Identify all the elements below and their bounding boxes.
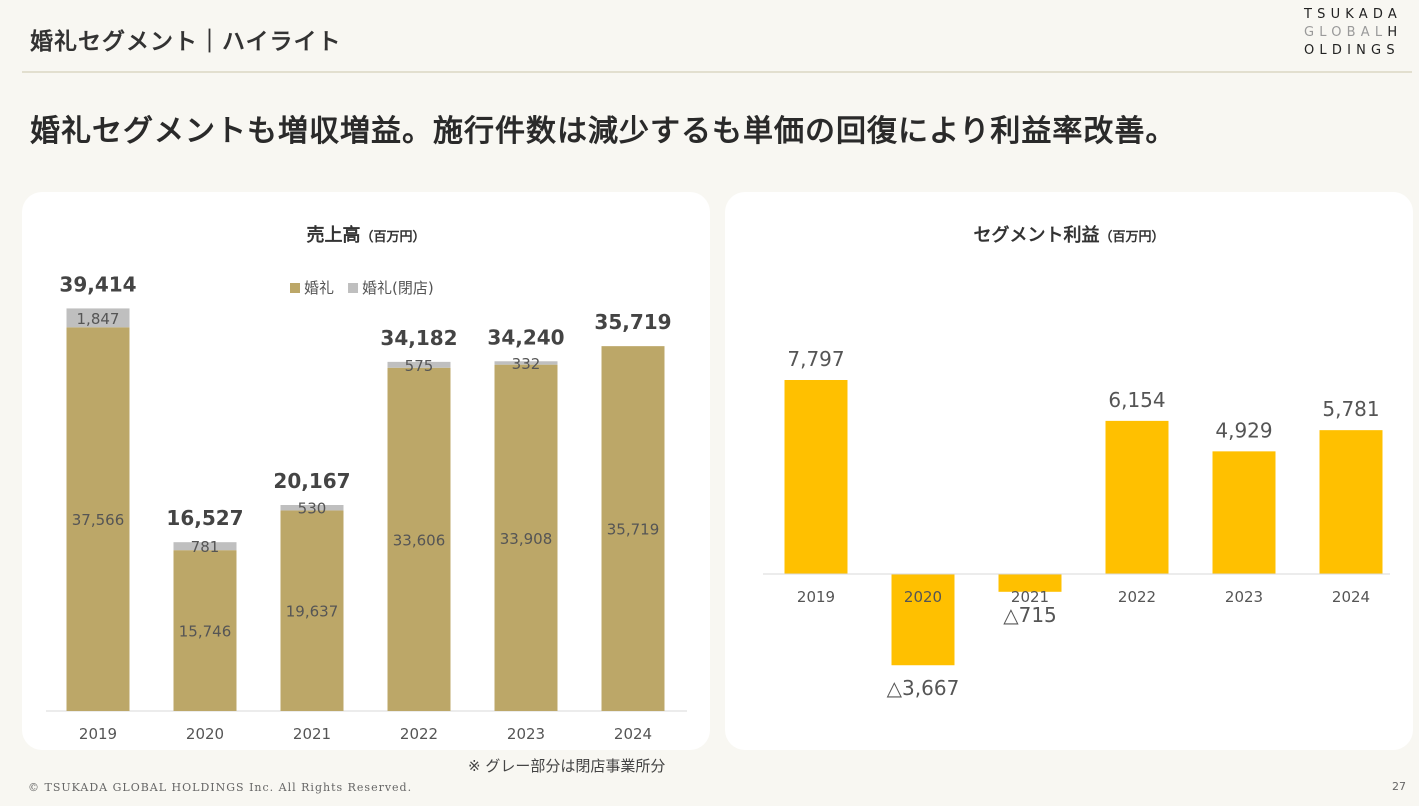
legend-swatch-0	[290, 283, 300, 293]
sales-tick-label-2021: 2021	[293, 725, 331, 743]
sales-bar-closed-2022	[387, 361, 451, 368]
profit-value-label-2023: 4,929	[1215, 418, 1272, 442]
sales-chart-title-text: 売上高	[306, 224, 360, 246]
sales-chart-title-unit: （百万円）	[360, 229, 425, 245]
profit-value-label-2020: △3,667	[887, 676, 960, 700]
profit-tick-label-2019: 2019	[797, 588, 835, 606]
sales-segment-label-0-2023: 33,908	[500, 530, 553, 548]
sales-tick-label-2019: 2019	[79, 725, 117, 743]
company-logo: TSUKADA GLOBALH OLDINGS	[1304, 6, 1402, 60]
sales-tick-label-2020: 2020	[186, 725, 224, 743]
profit-value-label-2019: 7,797	[787, 347, 844, 371]
legend-swatch-1	[348, 283, 359, 293]
sales-tick-label-2022: 2022	[400, 725, 438, 743]
profit-bar-2024	[1319, 430, 1383, 574]
sales-tick-label-2024: 2024	[614, 725, 652, 743]
sales-bar-wedding-2022	[387, 367, 451, 711]
sales-chart: 売上高（百万円） 婚礼 婚礼(閉店) 37,566 1,847 39,414 2019 15,…	[46, 224, 687, 743]
sales-tick-label-2023: 2023	[507, 725, 545, 743]
sales-bar-wedding-2019	[66, 327, 130, 711]
logo-line-2-gray: GLOBAL	[1304, 25, 1388, 40]
profit-tick-label-2021: 2021	[1011, 588, 1049, 606]
copyright: © TSUKADA GLOBAL HOLDINGS Inc. All Right…	[28, 781, 413, 794]
sales-segment-label-1-2022: 575	[405, 357, 434, 375]
sales-chart-panel: 売上高（百万円） 婚礼 婚礼(閉店) 37,566 1,847 39,414 2019 15,…	[22, 192, 710, 750]
sales-segment-label-0-2022: 33,606	[393, 531, 446, 549]
sales-bar-wedding-2023	[494, 364, 558, 711]
profit-tick-label-2023: 2023	[1225, 588, 1263, 606]
chart-note: ※ グレー部分は閉店事業所分	[468, 757, 666, 775]
sales-segment-label-1-2019: 1,847	[77, 310, 120, 328]
profit-bar-2022	[1105, 420, 1169, 574]
logo-line-2-dark: H	[1387, 25, 1403, 40]
page-number: 27	[1392, 780, 1406, 793]
profit-chart-panel: セグメント利益（百万円） 7,797 2019 △3,667 2020 △715 2021 6…	[725, 192, 1413, 750]
sales-bar-closed-2020	[173, 542, 237, 551]
profit-value-label-2021: △715	[1003, 603, 1057, 627]
logo-line-1: TSUKADA	[1304, 7, 1402, 22]
sales-total-label-2024: 35,719	[594, 310, 671, 334]
sales-total-label-2023: 34,240	[487, 325, 564, 349]
sales-bar-closed-2019	[66, 308, 130, 328]
logo-line-3: OLDINGS	[1304, 43, 1400, 58]
profit-chart-title-unit: （百万円）	[1099, 229, 1164, 245]
sales-bar-wedding-2020	[173, 550, 237, 711]
sales-total-label-2019: 39,414	[59, 272, 136, 296]
sales-bar-wedding-2021	[280, 510, 344, 711]
sales-segment-label-0-2019: 37,566	[72, 511, 125, 529]
header-divider	[22, 71, 1412, 73]
page-header-title: 婚礼セグメント｜ハイライト	[30, 29, 342, 55]
sales-segment-label-1-2021: 530	[298, 500, 327, 518]
sales-total-label-2021: 20,167	[273, 469, 350, 493]
profit-tick-label-2020: 2020	[904, 588, 942, 606]
profit-chart-title: セグメント利益（百万円）	[973, 224, 1164, 246]
profit-bar-2023	[1212, 451, 1276, 574]
sales-bar-closed-2023	[494, 361, 558, 365]
profit-chart-title-text: セグメント利益	[973, 224, 1099, 246]
sales-segment-label-0-2024: 35,719	[607, 521, 660, 539]
sales-segment-label-1-2020: 781	[191, 538, 220, 556]
profit-bar-2020	[891, 574, 955, 666]
profit-bar-2021	[998, 574, 1062, 592]
logo-line-2: GLOBALH	[1304, 24, 1402, 42]
profit-tick-label-2022: 2022	[1118, 588, 1156, 606]
sales-bar-wedding-2024	[601, 346, 665, 711]
sales-total-label-2022: 34,182	[380, 326, 457, 350]
sales-segment-label-0-2021: 19,637	[286, 603, 339, 621]
profit-value-label-2022: 6,154	[1108, 388, 1165, 412]
profit-value-label-2024: 5,781	[1322, 397, 1379, 421]
sales-chart-title: 売上高（百万円）	[306, 224, 425, 246]
headline: 婚礼セグメントも増収増益。施行件数は減少するも単価の回復により利益率改善。	[30, 114, 1177, 149]
sales-segment-label-1-2023: 332	[512, 355, 541, 373]
profit-bar-2019	[784, 380, 848, 574]
profit-tick-label-2024: 2024	[1332, 588, 1370, 606]
sales-segment-label-0-2020: 15,746	[179, 623, 232, 641]
legend-label-1: 婚礼(閉店)	[362, 279, 434, 297]
legend-label-0: 婚礼	[304, 279, 334, 297]
sales-bar-closed-2021	[280, 505, 344, 511]
sales-total-label-2020: 16,527	[166, 506, 243, 530]
